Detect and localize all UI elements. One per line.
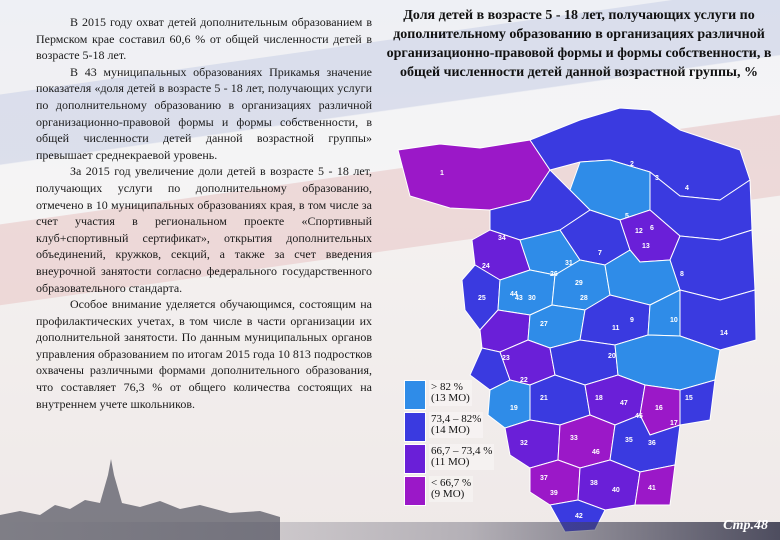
map-label: 34 — [498, 235, 506, 242]
legend-count: (9 МО) — [431, 488, 465, 500]
map-label: 33 — [570, 435, 578, 442]
legend-item-over-82: > 82 % (13 МО) — [404, 380, 500, 412]
paragraph-3: За 2015 год увеличение доли детей в возр… — [36, 164, 372, 295]
legend-item-66-73: 66,7 – 73,4 % (11 МО) — [404, 444, 500, 476]
map-label: 26 — [550, 271, 558, 278]
map-label: 27 — [540, 321, 548, 328]
map-title: Доля детей в возрасте 5 - 18 лет, получа… — [386, 8, 772, 80]
region — [669, 229, 756, 301]
region — [679, 379, 716, 426]
map-label: 23 — [502, 355, 510, 362]
map-label: 45 — [635, 413, 643, 420]
map-label: 4 — [685, 185, 689, 192]
legend-count: (13 МО) — [431, 392, 470, 404]
map-label: 18 — [595, 395, 603, 402]
legend-swatch — [404, 412, 426, 442]
map-label: 20 — [608, 353, 616, 360]
map-label: 36 — [648, 440, 656, 447]
map-legend: > 82 % (13 МО) 73,4 – 82% (14 МО) 66,7 –… — [404, 380, 500, 508]
region — [529, 459, 581, 506]
region — [397, 139, 551, 211]
map-label: 29 — [575, 280, 583, 287]
map-label: 19 — [510, 405, 518, 412]
footer-bar — [0, 522, 780, 540]
map-label: 11 — [612, 325, 620, 332]
map-label: 16 — [655, 405, 663, 412]
map-label: 21 — [540, 395, 548, 402]
map-label: 37 — [540, 475, 548, 482]
map-label: 42 — [575, 513, 583, 520]
region — [557, 414, 616, 469]
map-label: 46 — [592, 449, 600, 456]
legend-count: (14 МО) — [431, 424, 470, 436]
legend-swatch — [404, 476, 426, 506]
map-label: 13 — [642, 243, 650, 250]
paragraph-1: В 2015 году охват детей дополнительным о… — [36, 15, 372, 63]
legend-range: 73,4 – 82% — [431, 413, 482, 425]
map-label: 9 — [630, 317, 634, 324]
map-label: 15 — [685, 395, 693, 402]
map-label: 39 — [550, 490, 558, 497]
map-label: 5 — [625, 213, 629, 220]
legend-swatch — [404, 380, 426, 410]
map-label: 31 — [565, 260, 573, 267]
paragraph-2: В 43 муниципальных образованиях Прикамья… — [36, 64, 372, 162]
map-label: 40 — [612, 487, 620, 494]
paragraph-4: Особое внимание уделяется обучающимся, с… — [36, 297, 372, 411]
perm-region-map: 1 2 3 4 5 6 7 8 9 10 11 12 13 14 15 16 1… — [397, 107, 757, 533]
legend-count: (11 МО) — [431, 456, 470, 468]
map-label: 25 — [478, 295, 486, 302]
map-label: 32 — [520, 440, 528, 447]
map-label: 38 — [590, 480, 598, 487]
description-text: В 2015 году охват детей дополнительным о… — [36, 14, 372, 412]
map-label: 22 — [520, 377, 528, 384]
map-label: 43 — [515, 295, 523, 302]
map-label: 10 — [670, 317, 678, 324]
map-label: 44 — [510, 291, 518, 298]
legend-range: > 82 % — [431, 381, 463, 393]
map-label: 47 — [620, 400, 628, 407]
legend-item-73-82: 73,4 – 82% (14 МО) — [404, 412, 500, 444]
map-label: 6 — [650, 225, 654, 232]
map-label: 12 — [635, 228, 643, 235]
map-label: 3 — [655, 175, 659, 182]
legend-range: 66,7 – 73,4 % — [431, 445, 493, 457]
region — [634, 464, 676, 506]
map-label: 2 — [630, 161, 634, 168]
map-label: 28 — [580, 295, 588, 302]
legend-swatch — [404, 444, 426, 474]
map-label: 17 — [670, 420, 678, 427]
map-label: 30 — [528, 295, 536, 302]
region — [504, 419, 561, 469]
city-skyline-silhouette — [0, 459, 280, 540]
map-label: 1 — [440, 170, 444, 177]
map-label: 24 — [482, 263, 490, 270]
page-number: Стр.48 — [723, 518, 768, 533]
map-label: 8 — [680, 271, 684, 278]
map-label: 35 — [625, 437, 633, 444]
map-label: 41 — [648, 485, 656, 492]
legend-range: < 66,7 % — [431, 477, 472, 489]
legend-item-under-66: < 66,7 % (9 МО) — [404, 476, 500, 508]
map-label: 14 — [720, 330, 728, 337]
map-label: 7 — [598, 250, 602, 257]
